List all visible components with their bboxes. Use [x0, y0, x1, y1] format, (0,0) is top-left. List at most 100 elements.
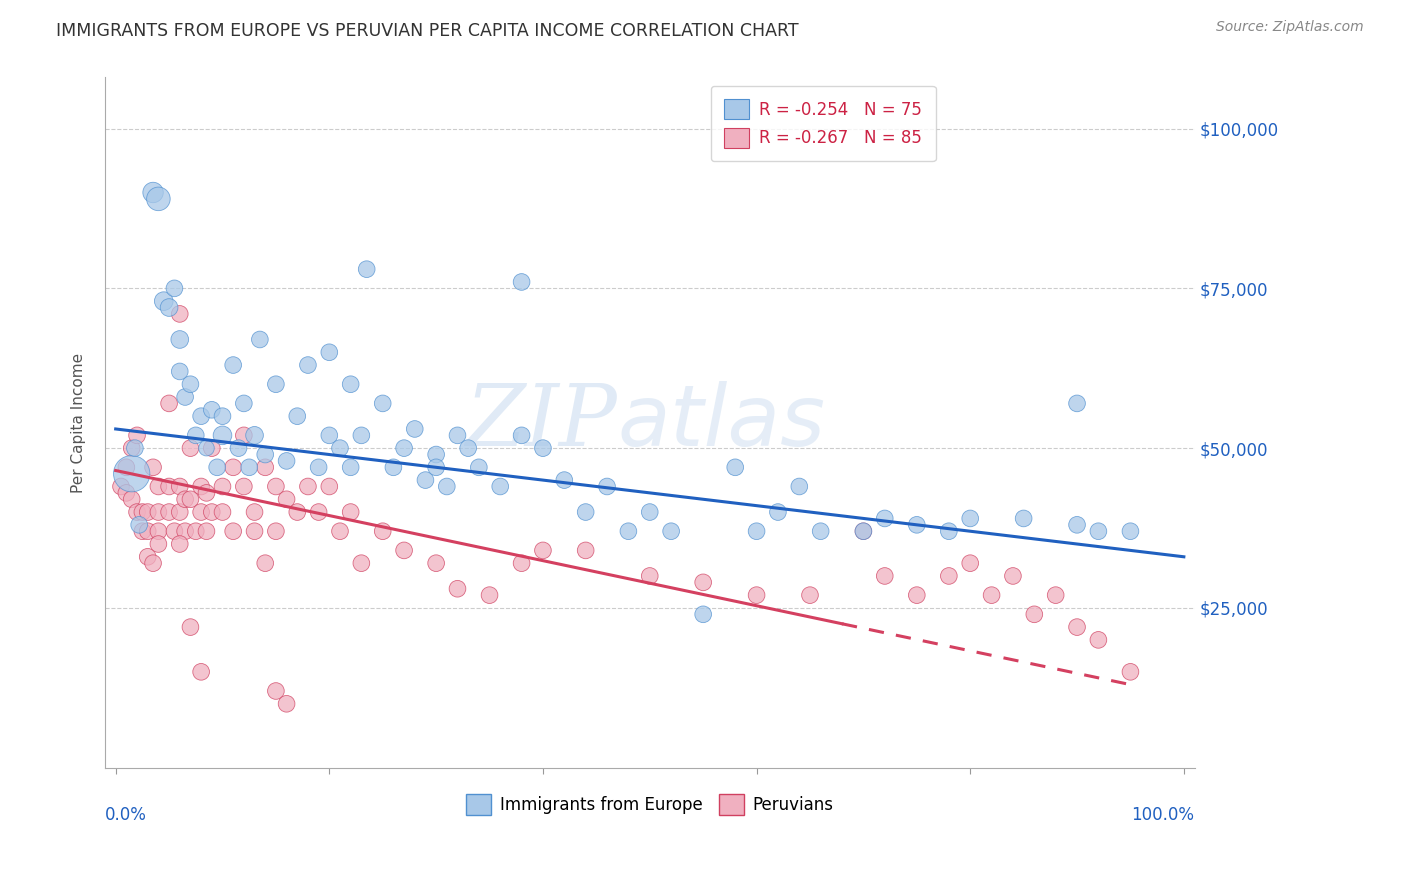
Point — [254, 460, 277, 475]
Text: IMMIGRANTS FROM EUROPE VS PERUVIAN PER CAPITA INCOME CORRELATION CHART: IMMIGRANTS FROM EUROPE VS PERUVIAN PER C… — [56, 22, 799, 40]
Point — [425, 556, 447, 570]
Point — [1066, 396, 1088, 410]
Point — [724, 460, 747, 475]
Point — [356, 262, 378, 277]
Point — [276, 697, 298, 711]
Point — [959, 511, 981, 525]
Point — [905, 517, 928, 532]
Point — [157, 505, 180, 519]
Point — [339, 505, 361, 519]
Point — [659, 524, 682, 539]
Point — [211, 479, 233, 493]
Point — [297, 479, 319, 493]
Point — [232, 428, 254, 442]
Point — [201, 441, 224, 455]
Point — [125, 428, 148, 442]
Point — [959, 556, 981, 570]
Point — [575, 543, 598, 558]
Point — [308, 505, 330, 519]
Point — [148, 524, 170, 539]
Point — [1119, 665, 1142, 679]
Point — [1119, 524, 1142, 539]
Point — [425, 448, 447, 462]
Point — [163, 524, 186, 539]
Point — [232, 479, 254, 493]
Point — [276, 454, 298, 468]
Point — [318, 345, 340, 359]
Point — [638, 505, 661, 519]
Point — [553, 473, 575, 487]
Point — [211, 409, 233, 424]
Point — [152, 294, 174, 309]
Point — [222, 524, 245, 539]
Text: ZIP: ZIP — [465, 381, 617, 464]
Y-axis label: Per Capita Income: Per Capita Income — [72, 352, 86, 492]
Point — [157, 301, 180, 315]
Point — [425, 460, 447, 475]
Point — [205, 460, 228, 475]
Point — [852, 524, 875, 539]
Point — [179, 441, 201, 455]
Point — [638, 569, 661, 583]
Point — [169, 364, 191, 378]
Point — [436, 479, 458, 493]
Point — [201, 505, 224, 519]
Point — [174, 524, 197, 539]
Point — [157, 396, 180, 410]
Point — [382, 460, 405, 475]
Point — [446, 582, 468, 596]
Point — [136, 505, 159, 519]
Point — [184, 428, 207, 442]
Point — [136, 549, 159, 564]
Text: Source: ZipAtlas.com: Source: ZipAtlas.com — [1216, 20, 1364, 34]
Point — [1024, 607, 1046, 622]
Point — [169, 537, 191, 551]
Point — [308, 460, 330, 475]
Point — [1012, 511, 1035, 525]
Point — [905, 588, 928, 602]
Point — [124, 441, 146, 455]
Point — [852, 524, 875, 539]
Point — [276, 492, 298, 507]
Point — [190, 505, 212, 519]
Point — [692, 575, 714, 590]
Point — [938, 524, 960, 539]
Point — [1066, 517, 1088, 532]
Point — [195, 524, 218, 539]
Point — [415, 473, 437, 487]
Point — [115, 486, 138, 500]
Point — [264, 524, 287, 539]
Point — [531, 543, 554, 558]
Point — [115, 460, 138, 475]
Point — [211, 428, 233, 442]
Point — [446, 428, 468, 442]
Point — [148, 537, 170, 551]
Point — [254, 556, 277, 570]
Point — [531, 441, 554, 455]
Point — [350, 556, 373, 570]
Point — [787, 479, 810, 493]
Point — [128, 517, 150, 532]
Point — [169, 479, 191, 493]
Point — [264, 479, 287, 493]
Point — [169, 333, 191, 347]
Point — [179, 492, 201, 507]
Point — [228, 441, 250, 455]
Point — [1087, 632, 1109, 647]
Point — [169, 307, 191, 321]
Point — [148, 505, 170, 519]
Point — [249, 333, 271, 347]
Point — [285, 409, 308, 424]
Point — [938, 569, 960, 583]
Point — [404, 422, 426, 436]
Point — [285, 505, 308, 519]
Point — [575, 505, 598, 519]
Point — [510, 275, 533, 289]
Point — [1001, 569, 1024, 583]
Point — [1066, 620, 1088, 634]
Point — [142, 460, 165, 475]
Point — [745, 524, 768, 539]
Point — [148, 479, 170, 493]
Point — [339, 460, 361, 475]
Point — [243, 505, 266, 519]
